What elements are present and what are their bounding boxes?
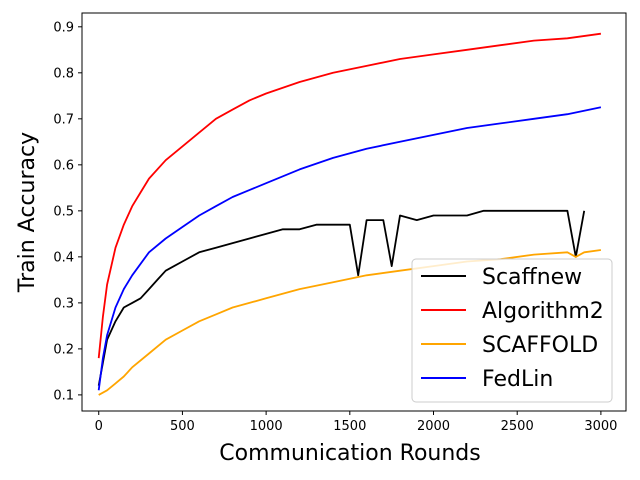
x-tick-label: 500 [170,419,195,434]
y-tick-label: 0.9 [53,20,74,35]
x-tick-label: 2000 [417,419,450,434]
legend-label-scaffold: SCAFFOLD [482,333,598,358]
legend-label-fedlin: FedLin [482,367,553,392]
x-tick-label: 1500 [333,419,366,434]
series-line-algorithm2 [97,32,602,359]
plot-frame [81,12,627,412]
y-axis-label: Train Accuracy [15,132,40,293]
y-tick-label: 0.7 [53,112,74,127]
x-axis-ticks: 0 500 1000 1500 2000 2500 3000 [95,411,617,434]
legend-label-algorithm2: Algorithm2 [482,299,604,324]
series-line-scaffold [98,249,602,396]
y-tick-label: 0.6 [53,158,74,173]
legend-box [411,258,613,403]
y-tick-label: 0.8 [53,66,74,81]
series-line-fedlin [97,106,602,391]
y-tick-label: 0.2 [53,342,74,357]
legend-label-scaffnew: Scaffnew [482,265,582,290]
x-tick-label: 1000 [250,419,283,434]
y-tick-label: 0.5 [53,204,74,219]
series-line-scaffnew [97,209,586,386]
y-tick-label: 0.3 [53,296,74,311]
legend: Scaffnew Algorithm2 SCAFFOLD FedLin [411,258,613,403]
y-axis-ticks: 0.1 0.2 0.3 0.4 0.5 0.6 0.7 0.8 0.9 [53,20,82,403]
series-layer [97,32,602,396]
x-tick-label: 0 [95,419,103,434]
y-tick-label: 0.4 [53,250,74,265]
x-tick-label: 2500 [501,419,534,434]
y-tick-label: 0.1 [53,388,74,403]
x-axis-label: Communication Rounds [219,441,480,466]
x-tick-label: 3000 [584,419,617,434]
